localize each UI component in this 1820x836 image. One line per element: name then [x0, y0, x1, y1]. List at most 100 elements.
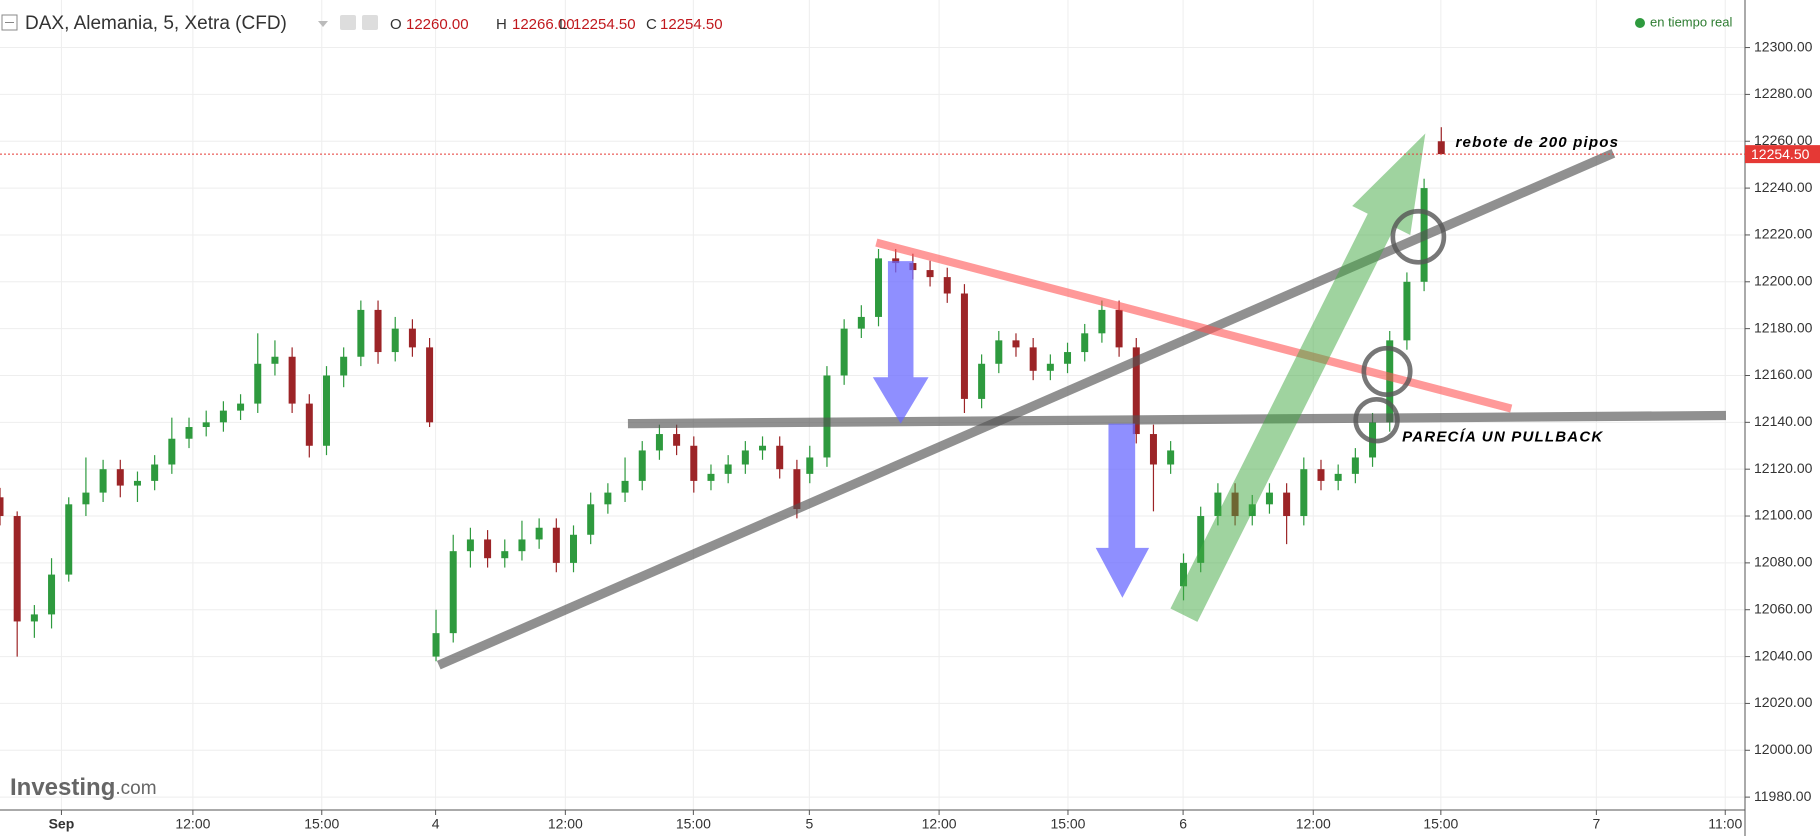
candle-body	[587, 504, 595, 535]
candle-body	[426, 347, 434, 423]
candle-body	[995, 340, 1003, 364]
annotation: PARECÍA UN PULLBACK	[1402, 429, 1603, 446]
candle-body	[185, 427, 193, 439]
candle-body	[1029, 347, 1037, 371]
support-line	[627, 410, 1726, 429]
candle-body	[219, 410, 227, 423]
annotation: rebote de 200 pipos	[1456, 134, 1620, 151]
candle-body	[1437, 141, 1445, 155]
candle-body	[1012, 340, 1020, 348]
candle-body	[707, 473, 715, 481]
circle-marker	[1361, 345, 1413, 397]
candle-body	[638, 450, 646, 481]
live-dot	[1635, 18, 1645, 28]
x-tick-label: 5	[805, 816, 813, 832]
candle-body	[408, 328, 416, 348]
y-tick-label: 12080.00	[1754, 554, 1813, 570]
x-tick-label: 12:00	[1296, 816, 1331, 832]
circle-marker	[1390, 208, 1447, 265]
candle-body	[793, 469, 801, 510]
candle-body	[1265, 492, 1273, 505]
last-price-label: 12254.50	[1751, 146, 1810, 162]
down-arrow	[1095, 423, 1150, 598]
candle-body	[1167, 450, 1175, 465]
x-tick-label: 4	[432, 816, 440, 832]
x-tick-label: 12:00	[922, 816, 957, 832]
candle-body	[1180, 562, 1188, 587]
candle-body	[484, 539, 492, 559]
ohlc-value: 12254.50	[573, 16, 636, 33]
candle-body	[857, 316, 865, 329]
ohlc-key: O	[390, 16, 402, 33]
last-price-tag	[1745, 145, 1820, 164]
y-tick-label: 12260.00	[1754, 132, 1813, 148]
candle-body	[501, 551, 509, 559]
y-tick-label: 12160.00	[1754, 366, 1813, 382]
eye-icon[interactable]	[340, 15, 356, 30]
y-tick-label: 12100.00	[1754, 507, 1813, 523]
candle-body	[116, 469, 124, 486]
y-tick-label: 12240.00	[1754, 179, 1813, 195]
candle-body	[823, 375, 831, 458]
candle-body	[99, 469, 107, 493]
y-tick-label: 12180.00	[1754, 319, 1813, 335]
candle-body	[806, 457, 814, 474]
candle-body	[254, 363, 262, 404]
candle-body	[1386, 340, 1394, 423]
candle-body	[926, 270, 934, 278]
candle-body	[978, 363, 986, 399]
x-tick-label: 15:00	[1050, 816, 1085, 832]
brand-suffix: .com	[115, 778, 156, 799]
brand: Investing.com	[10, 774, 157, 801]
x-tick-label: Sep	[49, 816, 75, 832]
candle-body	[1046, 363, 1054, 371]
x-tick-label: 15:00	[1423, 816, 1458, 832]
instrument-title: DAX, Alemania, 5, Xetra (CFD)	[25, 13, 287, 34]
y-tick-label: 12300.00	[1754, 38, 1813, 54]
candle-body	[604, 492, 612, 505]
candle-body	[1081, 333, 1089, 353]
candle-body	[1214, 492, 1222, 517]
candle-body	[1334, 473, 1342, 481]
candle-body	[391, 328, 399, 353]
x-tick-label: 15:00	[304, 816, 339, 832]
resistance-line	[875, 238, 1513, 413]
y-tick-label: 12120.00	[1754, 460, 1813, 476]
ohlc-key: L	[559, 16, 567, 33]
candle-body	[151, 464, 159, 481]
candle-body	[1064, 352, 1072, 364]
ohlc-key: H	[496, 16, 507, 33]
candle-body	[322, 375, 330, 446]
candle-body	[1098, 309, 1106, 334]
candle-body	[570, 534, 578, 563]
dropdown-icon[interactable]	[318, 21, 328, 27]
candles	[0, 127, 1445, 662]
collapse-icon[interactable]	[1, 14, 18, 31]
settings-icon[interactable]	[362, 15, 378, 30]
ohlc-value: 12260.00	[406, 16, 469, 33]
grid	[0, 0, 1745, 810]
y-tick-label: 12020.00	[1754, 694, 1813, 710]
x-tick-label: 11:00	[1708, 816, 1742, 832]
candle-body	[1403, 281, 1411, 341]
candle-body	[65, 504, 73, 575]
candle-body	[1197, 516, 1205, 563]
candle-body	[759, 445, 767, 451]
candle-body	[288, 356, 296, 404]
candle-body	[1300, 469, 1308, 517]
y-tick-label: 12140.00	[1754, 413, 1813, 429]
drawings: rebote de 200 pipos PARECÍA UN PULLBACK	[436, 133, 1726, 670]
candle-body	[357, 309, 365, 357]
candle-body	[374, 309, 382, 353]
brand: Investing	[10, 774, 115, 801]
candle-body	[237, 403, 245, 411]
candle-body	[1351, 457, 1359, 474]
candle-body	[621, 480, 629, 493]
x-tick-label: 12:00	[175, 816, 210, 832]
y-tick-label: 12040.00	[1754, 647, 1813, 663]
candle-body	[305, 403, 313, 446]
y-tick-label: 11980.00	[1754, 788, 1812, 804]
candle-body	[168, 438, 176, 465]
